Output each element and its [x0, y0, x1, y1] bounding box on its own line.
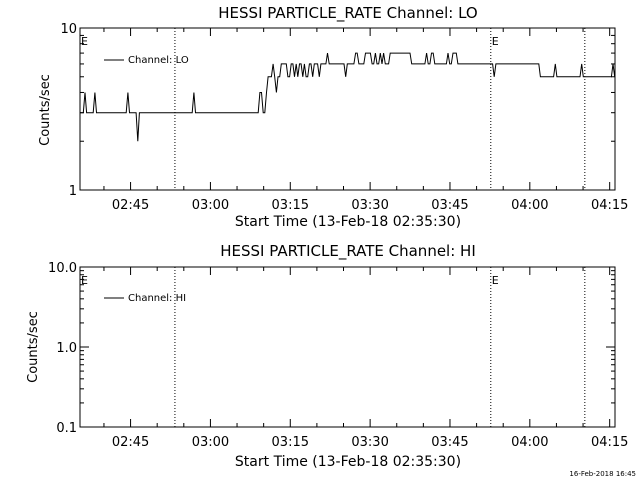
x-tick-label-hi: 03:15 [272, 435, 309, 450]
x-tick-label-lo: 02:45 [112, 198, 149, 213]
y-tick-label-hi: 10.0 [48, 261, 77, 276]
flag-marker-hi: E [492, 274, 499, 287]
legend-hi: Channel: HI [104, 293, 186, 304]
flag-marker-lo: E [81, 35, 88, 48]
x-axis-label-lo: Start Time (13-Feb-18 02:35:30) [235, 214, 461, 230]
y-tick-label-lo: 10 [60, 22, 77, 37]
x-tick-label-hi: 03:30 [351, 435, 388, 450]
y-tick-label-hi: 1.0 [56, 341, 77, 356]
legend-label-lo: Channel: LO [128, 55, 189, 66]
plot-frame-hi [79, 266, 616, 428]
x-tick-label-hi: 03:00 [192, 435, 229, 450]
legend-lo: Channel: LO [104, 55, 189, 66]
flag-marker-lo: E [492, 35, 499, 48]
x-tick-label-lo: 03:00 [192, 198, 229, 213]
x-tick-label-hi: 04:15 [591, 435, 628, 450]
axes-lo: 02:45 03:00 03:15 03:30 03:45 04:00 04:15 10 1 [60, 22, 628, 213]
series-line-lo [80, 52, 616, 142]
panel-lo: HESSI PARTICLE_RATE Channel: LO 02:45 03:… [38, 4, 628, 230]
panel-hi: HESSI PARTICLE_RATE Channel: HI 02:45 03:… [26, 242, 628, 470]
x-axis-label-hi: Start Time (13-Feb-18 02:35:30) [235, 454, 461, 470]
chart-title-hi: HESSI PARTICLE_RATE Channel: HI [220, 242, 476, 261]
chart-title-lo: HESSI PARTICLE_RATE Channel: LO [218, 4, 477, 23]
y-axis-label-hi: Counts/sec [26, 311, 41, 383]
x-tick-label-lo: 03:45 [431, 198, 468, 213]
y-tick-label-lo: 1 [69, 184, 77, 199]
y-axis-label-lo: Counts/sec [38, 74, 53, 146]
x-tick-label-lo: 04:15 [591, 198, 628, 213]
x-tick-label-hi: 02:45 [112, 435, 149, 450]
axes-hi: 02:45 03:00 03:15 03:30 03:45 04:00 04:15 10.0 1… [48, 261, 628, 450]
x-tick-label-hi: 04:00 [511, 435, 548, 450]
x-tick-label-hi: 03:45 [431, 435, 468, 450]
x-tick-label-lo: 03:15 [272, 198, 309, 213]
legend-label-hi: Channel: HI [128, 293, 186, 304]
y-tick-label-hi: 0.1 [56, 421, 77, 436]
flag-marker-hi: E [81, 274, 88, 287]
plot-frame-lo [79, 27, 616, 191]
x-tick-label-lo: 03:30 [351, 198, 388, 213]
timestamp: 16-Feb-2018 16:45 [569, 470, 636, 478]
x-tick-label-lo: 04:00 [511, 198, 548, 213]
